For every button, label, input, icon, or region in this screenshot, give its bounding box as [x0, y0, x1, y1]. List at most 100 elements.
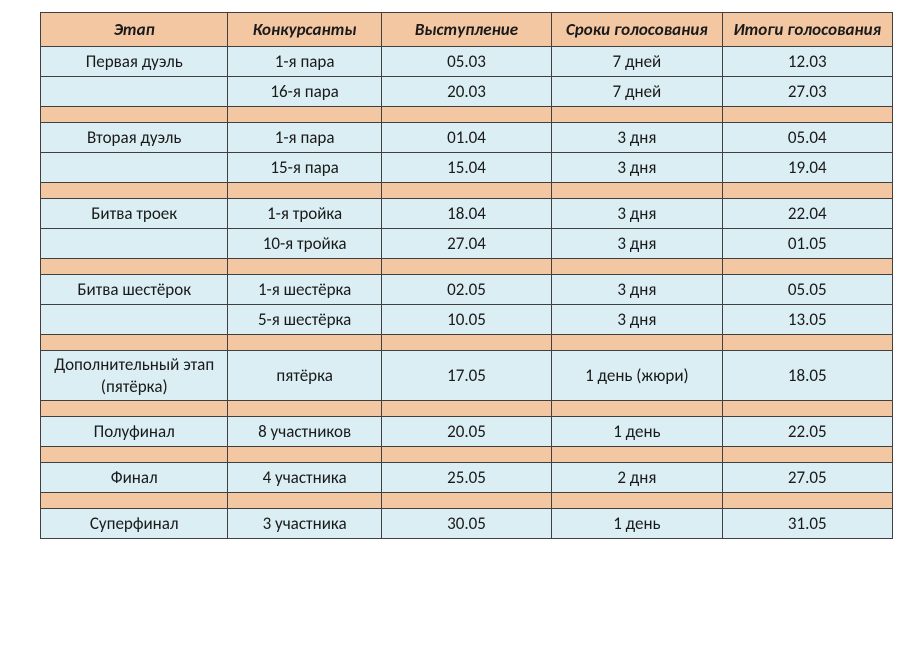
table-cell: Битва троек	[41, 199, 228, 229]
table-cell	[41, 153, 228, 183]
table-cell: 02.05	[381, 275, 551, 305]
spacer-cell	[228, 335, 381, 351]
spacer-cell	[228, 107, 381, 123]
spacer-cell	[41, 492, 228, 508]
table-cell: 25.05	[381, 462, 551, 492]
table-row: Дополнительный этап (пятёрка)пятёрка17.0…	[41, 351, 893, 401]
table-cell: 01.04	[381, 123, 551, 153]
table-cell: 3 дня	[552, 275, 722, 305]
spacer-cell	[552, 446, 722, 462]
spacer-cell	[552, 335, 722, 351]
table-row: 10-я тройка27.043 дня01.05	[41, 229, 893, 259]
table-cell: Дополнительный этап (пятёрка)	[41, 351, 228, 401]
spacer-cell	[381, 259, 551, 275]
table-cell: 3 дня	[552, 199, 722, 229]
table-cell: Полуфинал	[41, 416, 228, 446]
table-cell: Вторая дуэль	[41, 123, 228, 153]
table-cell: 1 день	[552, 508, 722, 538]
header-row: Этап Конкурсанты Выступление Сроки голос…	[41, 13, 893, 47]
spacer-cell	[381, 492, 551, 508]
table-cell: 3 участника	[228, 508, 381, 538]
table-cell: 05.04	[722, 123, 892, 153]
table-cell: 1 день	[552, 416, 722, 446]
spacer-row	[41, 400, 893, 416]
table-cell: 31.05	[722, 508, 892, 538]
table-cell: Битва шестёрок	[41, 275, 228, 305]
table-cell: 3 дня	[552, 123, 722, 153]
table-row: Битва шестёрок1-я шестёрка02.053 дня05.0…	[41, 275, 893, 305]
table-cell: Финал	[41, 462, 228, 492]
table-cell: 19.04	[722, 153, 892, 183]
table-cell: 10-я тройка	[228, 229, 381, 259]
table-cell: 22.05	[722, 416, 892, 446]
spacer-cell	[41, 183, 228, 199]
table-row: Битва троек1-я тройка18.043 дня22.04	[41, 199, 893, 229]
spacer-row	[41, 183, 893, 199]
spacer-cell	[41, 107, 228, 123]
table-row: Полуфинал8 участников20.051 день22.05	[41, 416, 893, 446]
spacer-row	[41, 259, 893, 275]
table-cell: 1 день (жюри)	[552, 351, 722, 401]
table-cell: 05.03	[381, 47, 551, 77]
table-row: 16-я пара20.037 дней27.03	[41, 77, 893, 107]
table-cell: 5-я шестёрка	[228, 305, 381, 335]
table-row: 5-я шестёрка10.053 дня13.05	[41, 305, 893, 335]
table-cell: 3 дня	[552, 305, 722, 335]
table-row: 15-я пара15.043 дня19.04	[41, 153, 893, 183]
table-cell: 3 дня	[552, 229, 722, 259]
table-cell	[41, 77, 228, 107]
table-cell: 1-я пара	[228, 123, 381, 153]
table-cell: 22.04	[722, 199, 892, 229]
spacer-cell	[381, 335, 551, 351]
spacer-cell	[722, 183, 892, 199]
spacer-cell	[381, 400, 551, 416]
table-cell: 18.05	[722, 351, 892, 401]
table-cell: 20.03	[381, 77, 551, 107]
table-cell: Первая дуэль	[41, 47, 228, 77]
table-cell: 15.04	[381, 153, 551, 183]
table-cell: 17.05	[381, 351, 551, 401]
table-cell: 3 дня	[552, 153, 722, 183]
table-cell: 16-я пара	[228, 77, 381, 107]
spacer-cell	[722, 335, 892, 351]
spacer-row	[41, 492, 893, 508]
col-header-voting-result: Итоги голосования	[722, 13, 892, 47]
spacer-row	[41, 335, 893, 351]
spacer-cell	[381, 446, 551, 462]
table-cell	[41, 305, 228, 335]
schedule-table: Этап Конкурсанты Выступление Сроки голос…	[40, 12, 893, 539]
table-row: Вторая дуэль1-я пара01.043 дня05.04	[41, 123, 893, 153]
table-cell: 1-я пара	[228, 47, 381, 77]
table-cell: 18.04	[381, 199, 551, 229]
table-cell: 12.03	[722, 47, 892, 77]
spacer-cell	[552, 183, 722, 199]
table-cell: 27.03	[722, 77, 892, 107]
spacer-row	[41, 107, 893, 123]
table-cell: 20.05	[381, 416, 551, 446]
table-cell: 4 участника	[228, 462, 381, 492]
table-cell: 7 дней	[552, 77, 722, 107]
spacer-cell	[228, 259, 381, 275]
spacer-cell	[552, 492, 722, 508]
spacer-cell	[228, 400, 381, 416]
spacer-cell	[722, 107, 892, 123]
spacer-cell	[41, 446, 228, 462]
table-cell: 27.05	[722, 462, 892, 492]
spacer-cell	[41, 335, 228, 351]
table-cell: 8 участников	[228, 416, 381, 446]
spacer-cell	[41, 400, 228, 416]
spacer-cell	[381, 107, 551, 123]
table-cell: 30.05	[381, 508, 551, 538]
table-cell: 13.05	[722, 305, 892, 335]
table-cell: Суперфинал	[41, 508, 228, 538]
table-cell: 10.05	[381, 305, 551, 335]
spacer-cell	[722, 492, 892, 508]
table-cell: 7 дней	[552, 47, 722, 77]
spacer-cell	[552, 259, 722, 275]
spacer-cell	[552, 107, 722, 123]
table-row: Первая дуэль1-я пара05.037 дней12.03	[41, 47, 893, 77]
table-cell: 1-я шестёрка	[228, 275, 381, 305]
spacer-cell	[552, 400, 722, 416]
col-header-voting-period: Сроки голосования	[552, 13, 722, 47]
spacer-cell	[228, 183, 381, 199]
